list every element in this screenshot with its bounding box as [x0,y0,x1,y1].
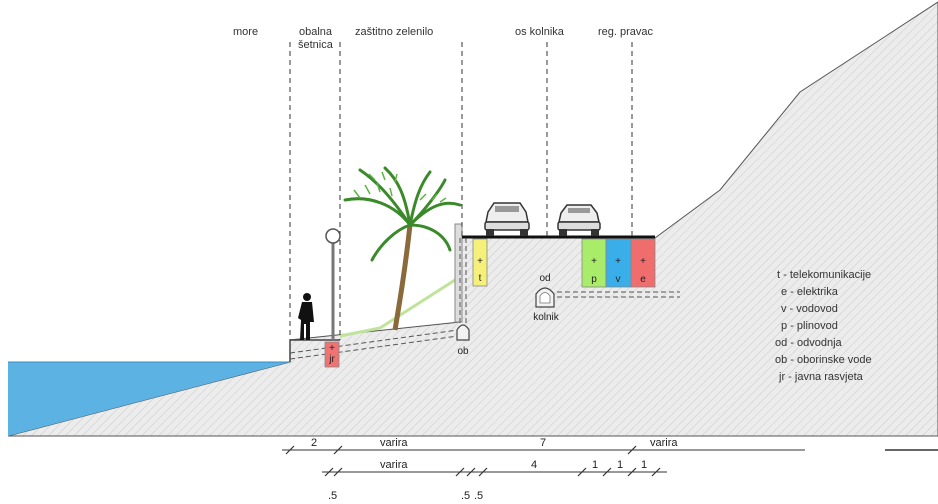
legend-item: e - elektrika [781,286,839,298]
utility-t-label: t [479,273,482,284]
car-left [484,202,530,236]
legend-item: ob - oborinske vode [775,354,872,366]
label-od: od [539,273,550,284]
utility-t: + t [472,238,488,287]
dim-2: 2 [311,437,317,449]
label-os-kolnika: os kolnika [515,26,565,38]
utility-v-label: v [616,274,621,285]
utility-p-label: p [591,274,597,285]
label-more: more [233,26,258,38]
svg-text:+: + [640,256,646,267]
street-lamp-illustration [325,228,341,340]
utility-jr: + jr [324,341,340,368]
dimension-lines [282,445,938,477]
dim-05c: .5 [474,490,483,502]
label-reg-pravac: reg. pravac [598,26,654,38]
dim-varira-3: varira [380,459,408,471]
dim-1b: 1 [617,459,623,471]
dim-4: 4 [531,459,537,471]
pipe-lines [289,238,680,360]
utility-e: + e [630,238,656,288]
svg-text:+: + [329,343,335,354]
dim-varira-2: varira [650,437,678,449]
utility-jr-label: jr [328,354,335,365]
dim-05b: .5 [461,490,470,502]
utility-v: + v [605,238,632,288]
label-setnica: šetnica [298,39,334,51]
legend-item: od - odvodnja [775,337,843,349]
svg-text:+: + [591,256,597,267]
legend-item: p - plinovod [781,320,838,332]
dim-7: 7 [540,437,546,449]
car-right [557,204,601,236]
dim-05a: .5 [328,490,337,502]
label-obalna: obalna [299,26,333,38]
legend-item: jr - javna rasvjeta [778,371,864,383]
label-kolnik: kolnik [533,312,560,323]
svg-text:+: + [615,256,621,267]
utility-p: + p [581,238,607,288]
section-lines [289,42,633,340]
label-zastitno-zelenilo: zaštitno zelenilo [355,26,433,38]
sea [8,362,290,436]
palm-tree-illustration [343,166,462,331]
legend-item: v - vodovod [781,303,838,315]
legend: t - telekomunikacije e - elektrika v - v… [775,269,872,383]
label-ob: ob [457,346,469,357]
svg-text:+: + [477,256,483,267]
retaining-wall [454,223,463,323]
manhole-od: od kolnik [533,273,560,323]
person-silhouette [298,293,314,340]
dim-1a: 1 [592,459,598,471]
utility-e-label: e [640,274,646,285]
manhole-ob: ob [456,324,470,357]
legend-item: t - telekomunikacije [777,269,871,281]
dim-1c: 1 [641,459,647,471]
dim-varira-1: varira [380,437,408,449]
